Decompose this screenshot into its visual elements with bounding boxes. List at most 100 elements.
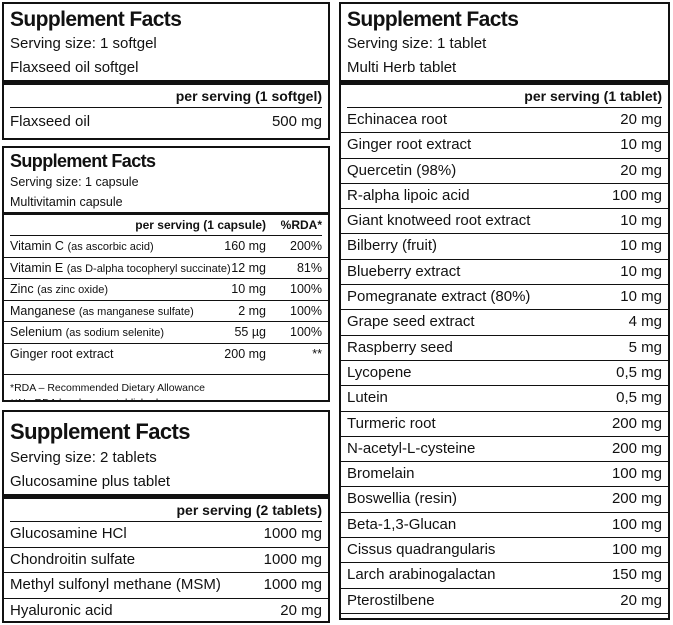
panel-title: Supplement Facts <box>10 151 156 171</box>
amount: 10 mg <box>231 282 266 296</box>
amount: 150 mg <box>611 566 662 584</box>
ingredient: Larch arabinogalactan <box>347 563 612 587</box>
ingredient-list: Echinacea root 20 mg Ginger root extract 10… <box>341 108 668 618</box>
ingredient: Zinc (as zinc oxide) <box>10 279 231 300</box>
ingredient-note: (as D-alpha tocopheryl succinate) <box>66 262 231 275</box>
ingredient: Chondroitin sulfate <box>10 548 264 573</box>
ingredient: Giant knotweed root extract <box>347 209 620 233</box>
ingredient-row: Bilberry (fruit) 10 mg <box>341 234 668 260</box>
facts-panel: Supplement Facts Serving size: 1 capsule M… <box>2 146 330 402</box>
amount: 1000 mg <box>263 576 322 593</box>
ingredient-row: R-alpha lipoic acid 100 mg <box>341 184 668 210</box>
ingredient-name: Cissus quadrangularis <box>347 541 496 559</box>
column-header: per serving (2 tablets) <box>10 499 322 522</box>
header-cell: per serving (1 capsule) <box>135 218 266 232</box>
ingredient-name: Vitamin E <box>10 260 64 275</box>
serving-size: Serving size: 1 tablet <box>347 35 487 52</box>
ingredient-row: Larch arabinogalactan 150 mg <box>341 563 668 589</box>
amount: 10 mg <box>620 237 662 255</box>
ingredient: Quercetin (98%) <box>347 159 620 183</box>
ingredient: Beta-1,3-Glucan <box>347 513 612 537</box>
amount: 20 mg <box>620 614 662 618</box>
ingredient: Echinacea root <box>347 108 620 132</box>
amount: 100 mg <box>611 541 662 559</box>
ingredient-row: Grape seed extract 4 mg <box>341 310 668 336</box>
ingredient-name: Beta-1,3-Glucan <box>347 515 457 533</box>
ingredient-row: Pomegranate extract (80%) 10 mg <box>341 285 668 311</box>
amount: 200 mg <box>224 346 266 361</box>
ingredient-name: Vitamin C <box>10 239 64 253</box>
panel-title: Supplement Facts <box>10 419 190 444</box>
ingredient: Glucosamine HCl <box>10 522 264 547</box>
ingredient-note: (as ascorbic acid) <box>67 241 154 253</box>
amount: 200 mg <box>611 414 662 432</box>
serving-size: Serving size: 1 softgel <box>10 35 157 52</box>
ingredient: Piperine <box>347 614 620 618</box>
ingredient: Lycopene <box>347 361 616 385</box>
ingredient-name: Echinacea root <box>347 111 448 128</box>
ingredient-name: Bilberry (fruit) <box>347 237 438 255</box>
ingredient-note: (as sodium selenite) <box>65 327 165 339</box>
ingredient-row: Selenium (as sodium selenite) 55 µg 100% <box>4 322 328 344</box>
product-name: Glucosamine plus tablet <box>4 470 328 499</box>
panel-title: Supplement Facts <box>347 8 519 31</box>
header-cell: %RDA* <box>280 218 322 232</box>
ingredient-row: Hyaluronic acid 20 mg <box>4 599 328 622</box>
facts-panel: Supplement Facts Serving size: 1 tablet Mu… <box>339 2 670 620</box>
ingredient-row: Ginger root extract 10 mg <box>341 133 668 159</box>
ingredient-name: Lycopene <box>347 363 412 381</box>
ingredient-name: Flaxseed oil <box>10 113 91 130</box>
amount: 10 mg <box>620 212 662 230</box>
ingredient-name: Pterostilbene <box>347 591 435 609</box>
ingredient-name: Lutein <box>347 389 388 407</box>
ingredient-row: Raspberry seed 5 mg <box>341 336 668 361</box>
ingredient-row: Chondroitin sulfate 1000 mg <box>4 548 328 573</box>
amount: 1000 mg <box>263 550 322 568</box>
footnote: **No RDA has been established. <box>10 396 322 400</box>
panel-title: Supplement Facts <box>10 8 182 31</box>
ingredient: Hyaluronic acid <box>10 599 280 622</box>
ingredient-name: Piperine <box>347 617 402 618</box>
amount: 10 mg <box>620 262 662 280</box>
ingredient-row: Bromelain 100 mg <box>341 462 668 488</box>
ingredient: Boswellia (resin) <box>347 487 612 511</box>
amount: 200 mg <box>611 490 662 508</box>
ingredient: Bromelain <box>347 462 612 486</box>
ingredient-row: Beta-1,3-Glucan 100 mg <box>341 513 668 539</box>
amount: 160 mg <box>224 239 266 253</box>
ingredient-name: Pomegranate extract (80%) <box>347 288 531 306</box>
rda-percent: 100% <box>290 303 322 318</box>
ingredient-row: Vitamin C (as ascorbic acid) 160 mg 200% <box>4 236 328 258</box>
rda-percent: 200% <box>290 239 322 253</box>
ingredient-note: (as manganese sulfate) <box>78 305 194 318</box>
ingredient-row: Blueberry extract 10 mg <box>341 260 668 286</box>
ingredient-row: Methyl sulfonyl methane (MSM) 1000 mg <box>4 573 328 599</box>
serving-size: Serving size: 2 tablets <box>10 449 157 466</box>
rda-percent: 81% <box>296 260 322 275</box>
product-name: Multivitamin capsule <box>4 192 328 215</box>
ingredient-name: Larch arabinogalactan <box>347 566 496 584</box>
header-cell: per serving (1 softgel) <box>175 88 322 104</box>
amount: 4 mg <box>628 313 662 331</box>
amount: 20 mg <box>620 591 662 609</box>
amount: 12 mg <box>231 260 266 275</box>
ingredient: Grape seed extract <box>347 310 629 334</box>
ingredient-name: Ginger root extract <box>10 346 114 361</box>
ingredient-row: Pterostilbene 20 mg <box>341 589 668 614</box>
ingredient-name: Quercetin (98%) <box>347 161 457 179</box>
serving-size: Serving size: 1 capsule <box>10 175 139 189</box>
ingredient: Vitamin E (as D-alpha tocopheryl succina… <box>10 258 231 279</box>
ingredient-row: Glucosamine HCl 1000 mg <box>4 522 328 548</box>
ingredient: Methyl sulfonyl methane (MSM) <box>10 573 264 598</box>
amount: 500 mg <box>271 113 322 130</box>
ingredient: N-acetyl-L-cysteine <box>347 437 612 461</box>
ingredient-name: Boswellia (resin) <box>347 490 458 508</box>
ingredient-row: N-acetyl-L-cysteine 200 mg <box>341 437 668 463</box>
ingredient-row: Flaxseed oil 500 mg <box>4 108 328 136</box>
column-header: per serving (1 softgel) <box>10 85 322 108</box>
ingredient-name: Chondroitin sulfate <box>10 550 136 568</box>
ingredient-name: Selenium <box>10 325 63 339</box>
amount: 20 mg <box>280 601 322 619</box>
ingredient: Flaxseed oil <box>10 108 272 136</box>
